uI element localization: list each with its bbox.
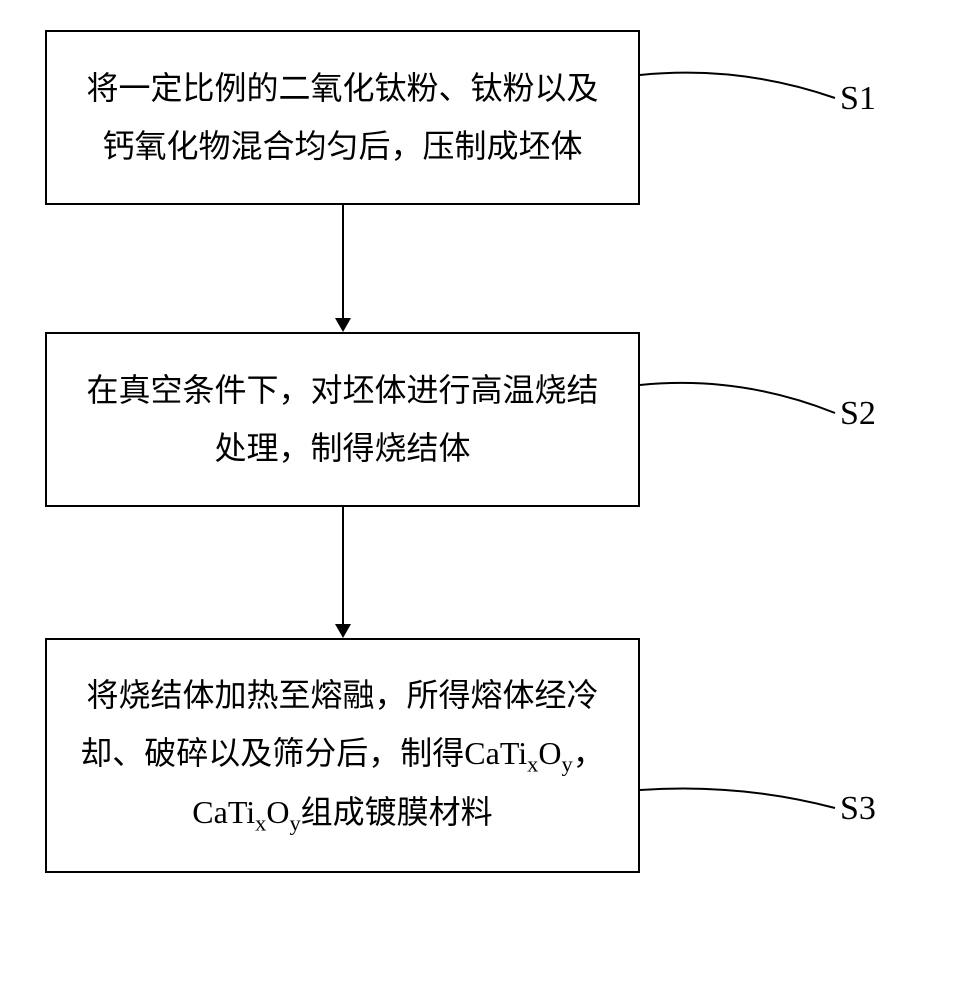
s3-line2-p3: ， — [573, 735, 605, 771]
step-label-s1: S1 — [840, 80, 876, 118]
step-box-s1: 将一定比例的二氧化钛粉、钛粉以及 钙氧化物混合均匀后，压制成坯体 — [45, 30, 640, 205]
connector-s2 — [640, 370, 840, 430]
s3-sub1: x — [527, 751, 538, 776]
step-text-s1: 将一定比例的二氧化钛粉、钛粉以及 钙氧化物混合均匀后，压制成坯体 — [86, 60, 598, 175]
s3-sub4: y — [289, 811, 300, 836]
step-label-s3: S3 — [840, 790, 876, 828]
s1-line1: 将一定比例的二氧化钛粉、钛粉以及 — [86, 70, 598, 106]
s3-sub2: y — [561, 751, 572, 776]
s2-line1: 在真空条件下，对坯体进行高温烧结 — [86, 372, 598, 408]
step-label-s2: S2 — [840, 395, 876, 433]
arrow-head-1 — [335, 318, 351, 332]
arrow-line-2 — [342, 507, 344, 624]
s3-line2-p1: 却、破碎以及筛分后，制得CaTi — [80, 735, 527, 771]
connector-s3 — [640, 775, 840, 825]
step-box-s3: 将烧结体加热至熔融，所得熔体经冷 却、破碎以及筛分后，制得CaTixOy， Ca… — [45, 638, 640, 873]
step-box-s2: 在真空条件下，对坯体进行高温烧结 处理，制得烧结体 — [45, 332, 640, 507]
s3-line1: 将烧结体加热至熔融，所得熔体经冷 — [86, 677, 598, 713]
s3-line3-p1: CaTi — [192, 794, 255, 830]
connector-s1 — [640, 60, 840, 120]
s3-line3-p2: O — [266, 794, 289, 830]
arrow-head-2 — [335, 624, 351, 638]
step-text-s3: 将烧结体加热至熔融，所得熔体经冷 却、破碎以及筛分后，制得CaTixOy， Ca… — [80, 667, 604, 844]
s1-line2: 钙氧化物混合均匀后，压制成坯体 — [102, 128, 582, 164]
s2-line2: 处理，制得烧结体 — [214, 430, 470, 466]
flowchart-container: 将一定比例的二氧化钛粉、钛粉以及 钙氧化物混合均匀后，压制成坯体 S1 在真空条… — [0, 0, 953, 1000]
s3-line2-p2: O — [538, 735, 561, 771]
arrow-line-1 — [342, 205, 344, 318]
step-text-s2: 在真空条件下，对坯体进行高温烧结 处理，制得烧结体 — [86, 362, 598, 477]
s3-sub3: x — [255, 811, 266, 836]
s3-line3-p3: 组成镀膜材料 — [301, 794, 493, 830]
